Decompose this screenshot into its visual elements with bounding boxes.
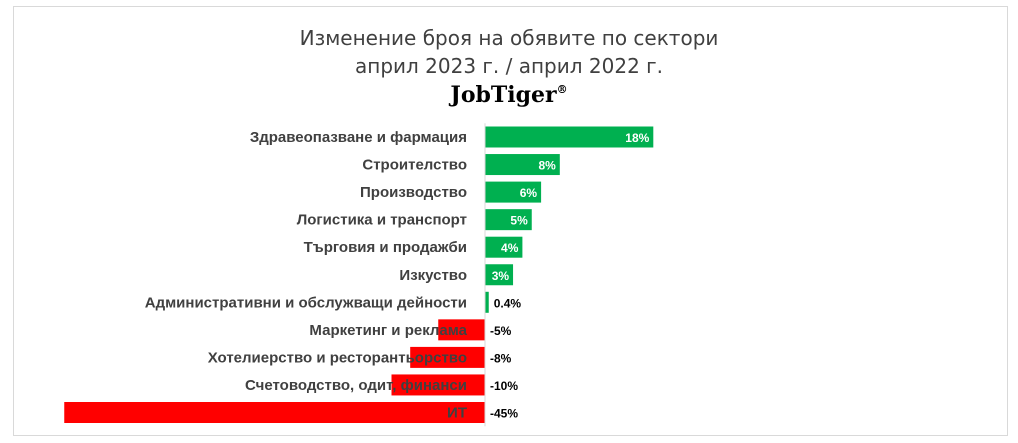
brand-name: JobTiger xyxy=(450,82,557,108)
chart-title: Изменение броя на обявите по сектори xyxy=(299,26,719,50)
bar-3 xyxy=(485,181,542,203)
bar-11 xyxy=(64,402,485,423)
data-label: 0.4% xyxy=(494,296,522,310)
category-label: Логистика и транспорт xyxy=(297,212,467,229)
data-label: -10% xyxy=(490,379,518,393)
category-label: Маркетинг и реклама xyxy=(309,322,467,339)
jobtiger-logo: JobTiger® xyxy=(0,82,1018,108)
data-label: 18% xyxy=(625,131,649,145)
category-label: ИТ xyxy=(447,405,467,422)
data-label: -45% xyxy=(490,407,518,421)
bar-7 xyxy=(485,291,489,313)
bar-9 xyxy=(410,346,485,368)
category-label: Здравеопазване и фармация xyxy=(250,129,467,146)
bar-5 xyxy=(485,236,523,258)
data-label: 5% xyxy=(510,214,528,228)
category-label: Административни и обслужващи дейности xyxy=(145,294,467,311)
chart-subtitle: април 2023 г. / април 2022 г. xyxy=(354,54,664,78)
bar-10 xyxy=(391,374,485,396)
data-label: 3% xyxy=(492,269,510,283)
category-label: Търговия и продажби xyxy=(304,239,467,256)
bar-8 xyxy=(438,319,485,341)
category-label: Счетоводство, одит, финанси xyxy=(245,377,467,394)
registered-mark: ® xyxy=(556,83,568,96)
data-label: 6% xyxy=(520,186,538,200)
bar-2 xyxy=(485,154,560,176)
category-label: Изкуство xyxy=(399,267,467,284)
bar-6 xyxy=(485,264,514,286)
bar-4 xyxy=(485,209,532,231)
category-label: Производство xyxy=(360,184,467,201)
data-label: 8% xyxy=(538,159,556,173)
category-label: Хотелиерство и ресторантьорство xyxy=(208,349,467,366)
data-label: 4% xyxy=(501,241,519,255)
data-label: -5% xyxy=(490,324,512,338)
category-label: Строителство xyxy=(362,157,467,174)
data-label: -8% xyxy=(490,351,512,365)
bar-1 xyxy=(485,126,654,148)
